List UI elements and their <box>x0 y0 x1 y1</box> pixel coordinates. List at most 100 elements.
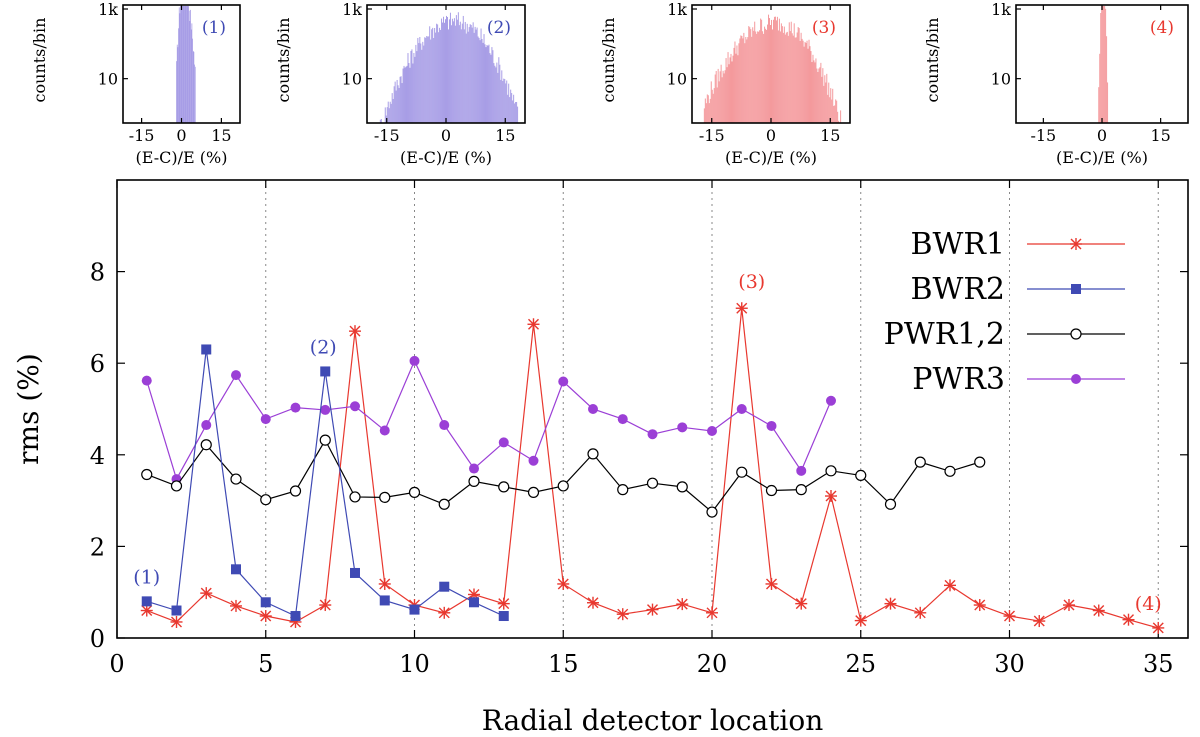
point-pwr1-2-15 <box>557 480 569 492</box>
hist-bar <box>456 19 458 123</box>
point-bwr2-4 <box>231 564 241 575</box>
hist-bar <box>733 47 735 123</box>
hist-bar <box>183 6 185 123</box>
hist-bar <box>499 64 501 123</box>
hist-bar <box>743 32 745 123</box>
hist-bar <box>390 103 392 123</box>
point-pwr3-6 <box>290 402 301 413</box>
hist-bar <box>1099 53 1101 123</box>
hist-bar <box>188 6 189 124</box>
hist-x-tick-label-15: 15 <box>211 126 231 145</box>
hist-bar <box>803 46 805 123</box>
hist-bar <box>484 44 486 123</box>
series-pwr3 <box>141 355 836 485</box>
point-bwr1-2 <box>170 615 183 628</box>
histogram-panel-2: -15 0 15 10 1k (E-C)/E (%) counts/bin (2) <box>274 0 526 167</box>
hist-bar <box>467 31 469 124</box>
hist-bar <box>765 28 767 124</box>
hist-x-tick-label--15: -15 <box>1030 126 1056 145</box>
hist-bar <box>447 29 449 123</box>
legend-marker-bwr1 <box>1070 238 1082 250</box>
point-bwr1-24 <box>825 490 837 503</box>
hist-bar <box>189 20 191 123</box>
hist-bar <box>194 66 196 123</box>
hist-bar <box>404 67 406 123</box>
hist-bar <box>728 64 730 123</box>
hist-bar <box>786 31 788 124</box>
hist-bar <box>741 35 743 123</box>
hist-bar <box>431 29 433 124</box>
annotation-2: (2) <box>310 336 337 358</box>
annotation-4: (4) <box>1135 593 1162 615</box>
annotation-1: (1) <box>133 566 160 588</box>
hist-bar <box>409 67 411 123</box>
hist-bar <box>486 45 488 123</box>
hist-bar <box>192 38 193 123</box>
hist-bar <box>426 36 428 124</box>
hist-bar <box>1106 36 1108 123</box>
hist-bar <box>428 36 430 123</box>
hist-bar <box>408 63 410 123</box>
hist-bar <box>836 100 838 123</box>
hist-bar <box>393 86 395 123</box>
hist-bar <box>455 15 457 124</box>
hist-bar <box>439 27 441 123</box>
hist-bar <box>181 6 183 123</box>
point-bwr1-3 <box>200 587 213 600</box>
point-pwr3-12 <box>469 463 479 474</box>
hist-bar <box>416 51 418 123</box>
hist-bar <box>191 23 193 123</box>
hist-x-tick-label--15: -15 <box>699 126 725 145</box>
hist-x-tick-label-0: 0 <box>441 126 451 145</box>
hist-bar <box>735 53 737 123</box>
hist-bar <box>504 79 506 123</box>
hist-bar <box>192 50 194 123</box>
hist-bar <box>795 37 797 123</box>
hist-bar <box>753 30 755 124</box>
point-pwr3-23 <box>796 465 807 476</box>
hist-bar <box>812 54 814 124</box>
hist-y-tick-label-1k: 1k <box>991 0 1011 19</box>
x-tick-label-0: 0 <box>109 650 124 678</box>
hist-bar <box>475 29 477 124</box>
hist-bar <box>384 107 386 123</box>
point-pwr3-3 <box>201 420 212 431</box>
hist-bar <box>814 62 816 123</box>
point-bwr1-4 <box>230 599 242 612</box>
hist-bar <box>757 31 759 123</box>
x-axis-label: Radial detector location <box>482 704 824 737</box>
hist-bar <box>480 28 482 124</box>
point-bwr1-25 <box>854 614 867 627</box>
hist-bar <box>379 119 381 123</box>
point-pwr1-2-5 <box>260 494 272 506</box>
hist-x-tick-label-15: 15 <box>1150 126 1170 145</box>
hist-x-tick-label-0: 0 <box>1097 126 1107 145</box>
hist-bar <box>438 32 440 124</box>
hist-bar <box>402 68 404 123</box>
hist-bar <box>771 19 772 124</box>
hist-bar <box>176 44 178 123</box>
histogram-panel-3: -15 0 15 10 1k (E-C)/E (%) counts/bin (3) <box>599 0 851 167</box>
point-bwr1-7 <box>319 599 332 612</box>
point-pwr1-2-25 <box>855 469 867 482</box>
hist-bar <box>714 74 716 123</box>
point-bwr1-27 <box>914 606 927 619</box>
hist-bar <box>436 23 438 124</box>
hist-bar <box>751 36 753 123</box>
hist-bar <box>423 45 425 123</box>
hist-x-tick-label--15: -15 <box>374 126 400 145</box>
hist-bar <box>478 37 480 123</box>
hist-bar <box>413 53 415 123</box>
hist-bar <box>479 40 481 123</box>
hist-bar <box>838 120 840 123</box>
hist-bar <box>448 19 450 124</box>
hist-bar <box>398 87 400 123</box>
hist-bar <box>180 6 181 123</box>
hist-bar <box>474 26 476 123</box>
hist-bar <box>703 108 705 123</box>
point-bwr1-26 <box>884 597 897 610</box>
hist-bar <box>762 31 764 124</box>
point-pwr1-2-20 <box>706 506 718 518</box>
hist-bar <box>777 30 779 124</box>
